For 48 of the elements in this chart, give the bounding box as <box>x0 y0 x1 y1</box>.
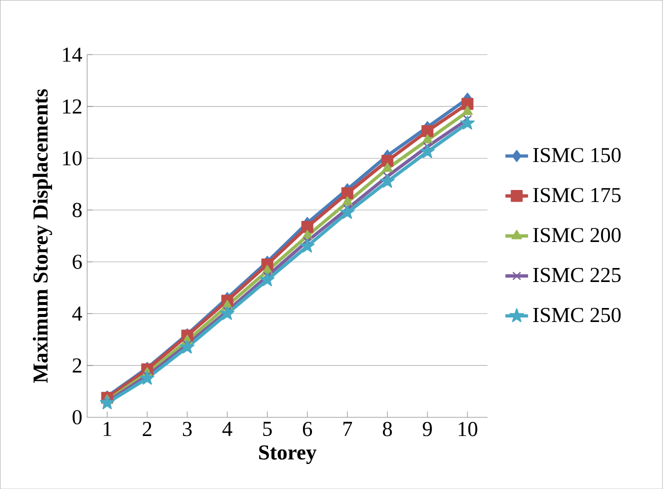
point <box>100 395 114 410</box>
x-tick-label: 8 <box>382 422 392 436</box>
x-tick-label: 4 <box>222 422 232 436</box>
point <box>422 134 433 144</box>
point <box>421 124 434 137</box>
x-tick-label: 6 <box>302 422 312 436</box>
point <box>142 371 152 380</box>
point <box>220 306 234 320</box>
point <box>300 238 315 252</box>
point <box>222 306 232 316</box>
y-axis-title: Maximum Storey Displacements <box>32 89 52 383</box>
y-tick-label: 8 <box>72 202 82 218</box>
x-tick-label: 9 <box>422 422 432 436</box>
y-tick-label: 14 <box>63 48 82 62</box>
point <box>340 204 355 219</box>
point <box>342 196 353 206</box>
point <box>381 154 394 167</box>
point <box>260 272 275 286</box>
legend-label: ISMC 175 <box>533 188 621 202</box>
legend-label: ISMC 200 <box>533 228 621 242</box>
legend-label: ISMC 225 <box>533 268 621 282</box>
legend-label: ISMC 150 <box>533 148 621 162</box>
point <box>180 340 194 354</box>
point <box>102 397 112 406</box>
legend-label: ISMC 250 <box>533 308 621 322</box>
x-tick-label: 1 <box>104 422 112 436</box>
point <box>382 162 393 172</box>
x-tick-label: 7 <box>343 422 352 436</box>
y-tick-label: 0 <box>72 410 82 424</box>
y-tick-label: 4 <box>72 306 82 320</box>
point <box>380 174 395 188</box>
point <box>460 116 475 130</box>
y-tick-label: 12 <box>63 99 82 114</box>
x-tick-label: 3 <box>182 422 192 436</box>
point <box>182 340 192 350</box>
point <box>420 144 435 158</box>
x-tick-label: 2 <box>142 422 152 436</box>
point <box>461 98 474 110</box>
y-tick-label: 6 <box>72 254 82 269</box>
point <box>462 106 473 115</box>
y-tick-label: 10 <box>63 150 82 166</box>
point <box>140 370 154 384</box>
y-tick-label: 2 <box>72 358 82 372</box>
point <box>301 220 314 233</box>
x-axis-title: Storey <box>259 445 316 464</box>
x-tick-label: 5 <box>263 422 272 436</box>
point <box>341 187 354 200</box>
x-tick-label: 10 <box>458 422 478 436</box>
